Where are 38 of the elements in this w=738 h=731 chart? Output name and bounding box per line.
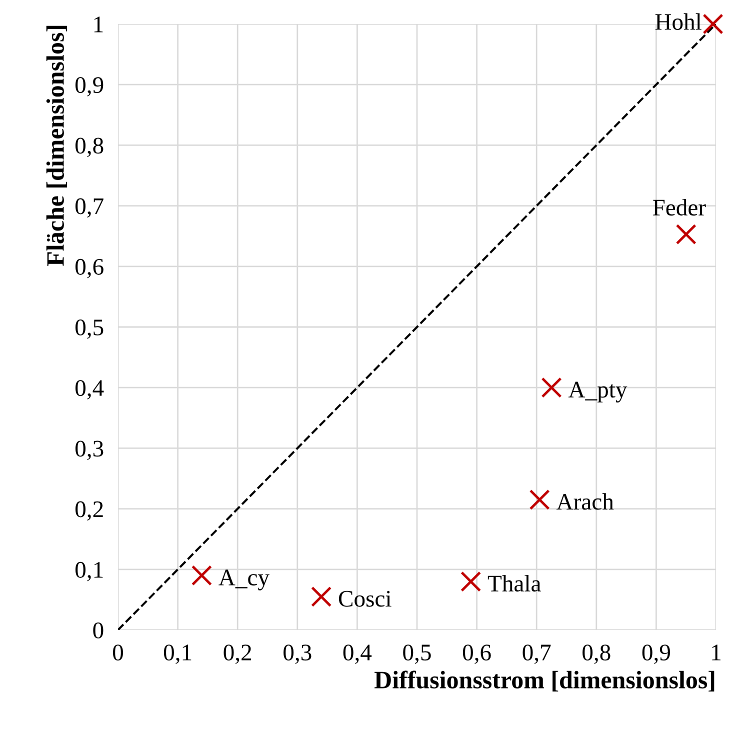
- annotation: Hohl: [655, 13, 702, 30]
- x-axis-title: Diffusionsstrom [dimensionslos]: [374, 670, 714, 692]
- x-tick-label: 0,9: [642, 644, 670, 664]
- y-tick-label: 0,7: [75, 198, 104, 218]
- y-tick-label: 1: [94, 16, 103, 32]
- annotation: A_pty: [568, 382, 628, 402]
- x-tick-label: 0,3: [284, 644, 312, 664]
- y-axis-title: Fläche [dimensionslos]: [46, 26, 68, 266]
- annotation: Arach: [556, 493, 614, 510]
- x-tick-label: 0,1: [164, 644, 192, 664]
- annotation: Thala: [488, 574, 541, 592]
- y-tick-label: 0,8: [75, 138, 104, 158]
- point: [311, 586, 332, 607]
- y-tick-label: 0,3: [75, 440, 104, 460]
- point: [676, 224, 696, 245]
- x-tick-label: 0,7: [522, 644, 551, 664]
- annotation: A_cy: [218, 570, 270, 590]
- x-tick-label: 0: [112, 644, 124, 661]
- point: [460, 571, 482, 592]
- annotation: Cosci: [338, 590, 392, 607]
- point: [529, 489, 550, 510]
- y-tick-label: 0,6: [75, 258, 104, 278]
- y-tick-label: 0: [93, 622, 104, 638]
- x-tick-label: 0,8: [582, 644, 610, 664]
- y-tick-label: 0,1: [75, 562, 103, 582]
- point: [191, 565, 212, 586]
- x-tick-label: 0,6: [462, 644, 491, 664]
- y-tick-label: 0,2: [75, 501, 103, 521]
- point: [541, 377, 562, 398]
- x-tick-label: 1: [712, 644, 720, 660]
- point: [702, 14, 724, 34]
- x-tick-label: 0,5: [403, 644, 431, 664]
- y-tick-label: 0,9: [75, 77, 104, 96]
- x-tick-label: 0,4: [343, 644, 372, 664]
- y-tick-label: 0,5: [75, 319, 104, 339]
- annotation: Feder: [652, 198, 706, 216]
- x-tick-label: 0,2: [224, 644, 252, 664]
- y-tick-label: 0,4: [75, 380, 104, 400]
